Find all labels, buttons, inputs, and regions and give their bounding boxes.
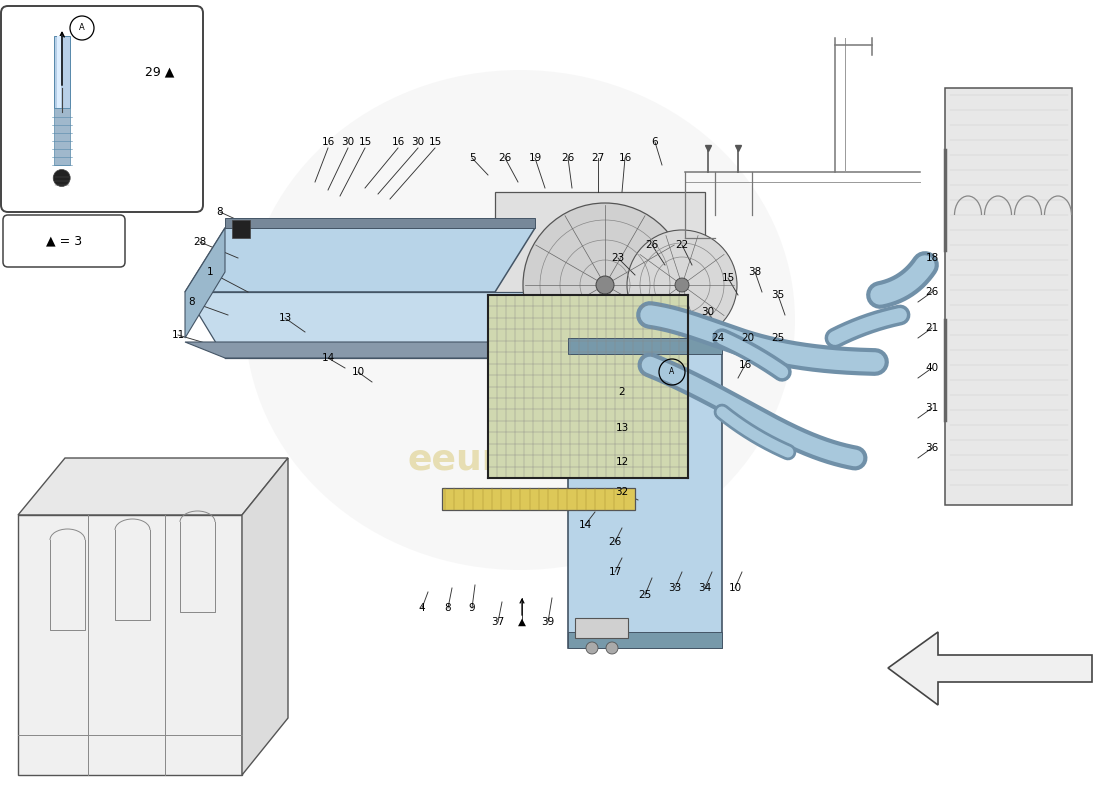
Text: ▲ = 3: ▲ = 3 <box>46 234 82 247</box>
Polygon shape <box>18 458 288 515</box>
Text: 29 ▲: 29 ▲ <box>145 66 175 78</box>
Text: A: A <box>79 23 85 33</box>
Text: 13: 13 <box>278 313 292 323</box>
Polygon shape <box>945 88 1072 505</box>
Polygon shape <box>568 338 722 354</box>
Text: 16: 16 <box>738 360 751 370</box>
Text: 15: 15 <box>722 273 735 283</box>
Text: 32: 32 <box>615 487 628 497</box>
Polygon shape <box>568 338 722 648</box>
Polygon shape <box>185 228 535 292</box>
Text: 16: 16 <box>618 153 631 163</box>
Circle shape <box>53 170 70 186</box>
Circle shape <box>675 278 689 292</box>
Text: 28: 28 <box>194 237 207 247</box>
Text: 10: 10 <box>728 583 741 593</box>
Text: 5: 5 <box>469 153 475 163</box>
Text: 19: 19 <box>528 153 541 163</box>
Circle shape <box>627 230 737 340</box>
Polygon shape <box>488 295 688 478</box>
Text: 13: 13 <box>615 423 628 433</box>
Text: 8: 8 <box>444 603 451 613</box>
Text: 38: 38 <box>748 267 761 277</box>
Polygon shape <box>442 488 635 510</box>
Ellipse shape <box>245 70 795 570</box>
Bar <box>54 108 70 165</box>
Text: 8: 8 <box>189 297 196 307</box>
Text: 31: 31 <box>925 403 938 413</box>
Polygon shape <box>185 342 535 358</box>
Text: 6: 6 <box>651 137 658 147</box>
Text: 35: 35 <box>771 290 784 300</box>
Text: 25: 25 <box>771 333 784 343</box>
Polygon shape <box>575 618 628 638</box>
Text: 4: 4 <box>419 603 426 613</box>
Bar <box>57 36 60 108</box>
Text: eeuroparts: eeuroparts <box>408 443 632 477</box>
Circle shape <box>522 203 688 367</box>
Text: A: A <box>670 367 674 377</box>
Text: 15: 15 <box>359 137 372 147</box>
Text: 39: 39 <box>541 617 554 627</box>
Polygon shape <box>185 292 535 358</box>
Circle shape <box>606 642 618 654</box>
Text: 15: 15 <box>428 137 441 147</box>
Polygon shape <box>888 632 1092 705</box>
Text: 9: 9 <box>469 603 475 613</box>
Text: 18: 18 <box>925 253 938 263</box>
Text: 30: 30 <box>341 137 354 147</box>
Text: ▲: ▲ <box>518 617 526 627</box>
Polygon shape <box>568 632 722 648</box>
FancyBboxPatch shape <box>3 215 125 267</box>
Text: 37: 37 <box>492 617 505 627</box>
Circle shape <box>596 276 614 294</box>
Text: 1: 1 <box>207 267 213 277</box>
Polygon shape <box>226 218 535 228</box>
Polygon shape <box>18 515 242 775</box>
Text: 36: 36 <box>925 443 938 453</box>
Text: 16: 16 <box>321 137 334 147</box>
Text: 8: 8 <box>217 207 223 217</box>
Text: 26: 26 <box>498 153 512 163</box>
Text: 17: 17 <box>608 567 622 577</box>
Text: 33: 33 <box>669 583 682 593</box>
FancyBboxPatch shape <box>1 6 204 212</box>
Text: 26: 26 <box>608 537 622 547</box>
Text: 21: 21 <box>925 323 938 333</box>
Text: 23: 23 <box>612 253 625 263</box>
Circle shape <box>586 642 598 654</box>
Text: 34: 34 <box>698 583 712 593</box>
Text: 20: 20 <box>741 333 755 343</box>
Text: 14: 14 <box>321 353 334 363</box>
Text: 24: 24 <box>712 333 725 343</box>
Text: 11: 11 <box>172 330 185 340</box>
Text: 10: 10 <box>351 367 364 377</box>
Text: 16: 16 <box>392 137 405 147</box>
Polygon shape <box>495 192 705 375</box>
Text: 26: 26 <box>561 153 574 163</box>
Text: 26: 26 <box>925 287 938 297</box>
Text: 27: 27 <box>592 153 605 163</box>
Text: 30: 30 <box>702 307 715 317</box>
Text: 26: 26 <box>646 240 659 250</box>
Text: 25: 25 <box>638 590 651 600</box>
Text: 40: 40 <box>925 363 938 373</box>
Text: 22: 22 <box>675 240 689 250</box>
Text: 14: 14 <box>579 520 592 530</box>
Text: 12: 12 <box>615 457 628 467</box>
Polygon shape <box>185 228 226 338</box>
Bar <box>54 36 70 108</box>
Text: 2: 2 <box>618 387 625 397</box>
Polygon shape <box>242 458 288 775</box>
Bar <box>232 220 250 238</box>
Text: 30: 30 <box>411 137 425 147</box>
